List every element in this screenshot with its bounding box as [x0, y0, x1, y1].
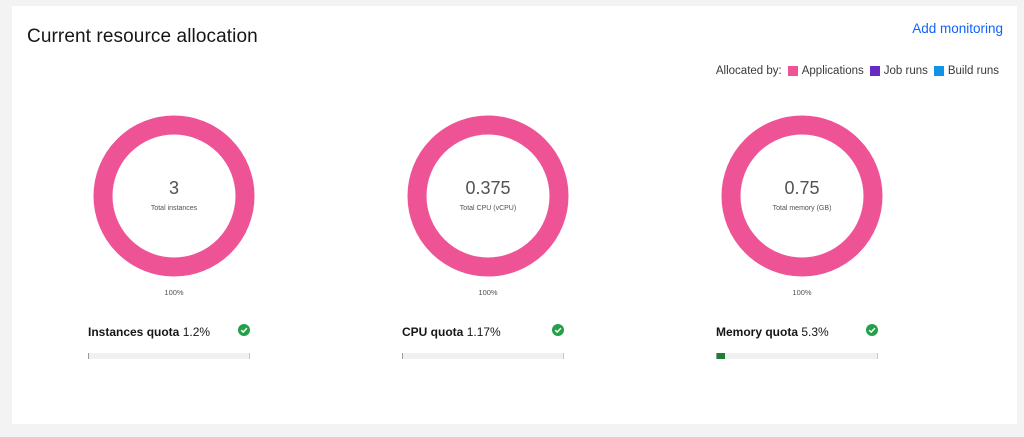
quota-text: Memory quota 5.3% — [716, 325, 829, 339]
donut-center: 0.75 Total memory (GB) — [702, 111, 902, 281]
quota-value: 1.2% — [182, 325, 211, 339]
quota-label: Memory quota — [716, 325, 799, 339]
quota-text: Instances quota 1.2% — [88, 325, 210, 339]
legend-swatch-job-runs — [869, 66, 880, 76]
quota-label: Instances quota — [88, 325, 180, 339]
donut-slice-applications[interactable] — [721, 115, 883, 277]
donut-svg — [721, 115, 883, 277]
donut-percent-label: 100% — [164, 288, 184, 297]
donut-center: 0.375 Total CPU (vCPU) — [388, 111, 588, 281]
legend-item-applications: Applications — [787, 65, 864, 77]
donut-svg — [93, 115, 255, 277]
donut-slice-applications[interactable] — [407, 115, 569, 277]
checkmark-filled-icon — [552, 324, 564, 336]
quota-progress-bar — [402, 353, 564, 359]
donut-percent-label: 100% — [478, 288, 498, 297]
legend-swatch-applications — [787, 66, 798, 76]
legend-label: Applications — [801, 65, 864, 77]
quota-progress-fill — [717, 353, 726, 359]
quota-progress-bar — [716, 353, 878, 359]
memory-quota: Memory quota 5.3% — [716, 324, 878, 364]
cpu-quota: CPU quota 1.17% — [402, 324, 564, 364]
donut-center: 3 Total instances — [74, 111, 274, 281]
checkmark-filled-icon — [238, 324, 250, 336]
legend-swatch-build-runs — [933, 66, 944, 76]
quota-label: CPU quota — [402, 325, 464, 339]
add-monitoring-link[interactable]: Add monitoring — [912, 21, 1003, 36]
checkmark-filled-icon — [866, 324, 878, 336]
quota-value: 5.3% — [801, 325, 829, 339]
legend-label: Build runs — [947, 65, 999, 77]
memory-donut-chart: 0.75 Total memory (GB) 100% — [702, 111, 902, 311]
donut-value: 3 — [168, 178, 179, 198]
legend-item-job-runs: Job runs — [869, 65, 928, 77]
resource-allocation-card: Current resource allocation Add monitori… — [12, 6, 1017, 424]
donut-svg — [407, 115, 569, 277]
quota-value: 1.17% — [466, 325, 501, 339]
donut-value: 0.75 — [784, 178, 820, 198]
legend-label: Job runs — [883, 65, 928, 77]
cpu-donut-chart: 0.375 Total CPU (vCPU) 100% — [388, 111, 588, 311]
donut-center-label: Total instances — [150, 205, 198, 212]
donut-slice-applications[interactable] — [93, 115, 255, 277]
donut-center-label: Total CPU (vCPU) — [459, 205, 517, 212]
donut-center-label: Total memory (GB) — [772, 205, 832, 212]
quota-text: CPU quota 1.17% — [402, 325, 501, 339]
instances-quota: Instances quota 1.2% — [88, 324, 250, 364]
card-title: Current resource allocation — [27, 26, 258, 47]
quota-progress-bar — [88, 353, 250, 359]
instances-donut-chart: 3 Total instances 100% — [74, 111, 274, 311]
donut-value: 0.375 — [465, 178, 511, 198]
legend-item-build-runs: Build runs — [933, 65, 999, 77]
donut-percent-label: 100% — [792, 288, 812, 297]
legend: Allocated by: Applications Job runs Buil… — [716, 65, 999, 77]
legend-prefix: Allocated by: — [715, 65, 782, 77]
